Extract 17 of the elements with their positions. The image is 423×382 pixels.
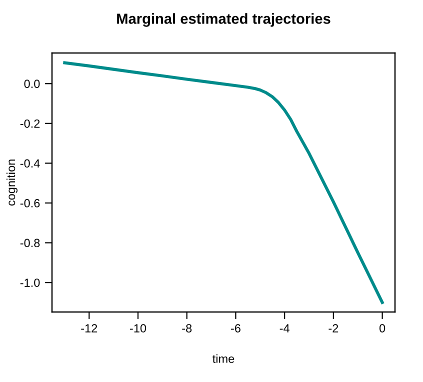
x-axis-title: time [212, 354, 234, 363]
y-tick-label: -1.0 [20, 278, 40, 287]
x-tick-label: -6 [230, 324, 240, 332]
y-tick-label: 0.0 [24, 80, 40, 88]
line-series [63, 61, 384, 304]
x-tick-label: 0 [379, 324, 386, 332]
x-tick-label: -12 [81, 324, 98, 332]
chart-title: Marginal estimated trajectories [117, 13, 330, 27]
y-tick-label: -0.8 [20, 238, 40, 248]
x-tick-label: -8 [182, 324, 192, 332]
x-tick-label: -2 [328, 324, 338, 332]
y-tick-label: -0.6 [20, 199, 40, 208]
y-axis-title: cognition [6, 160, 18, 206]
x-tick-label: -10 [130, 324, 146, 332]
y-tick-label: -0.4 [20, 159, 40, 168]
y-tick-label: -0.2 [20, 119, 40, 128]
x-tick-label: -4 [280, 324, 290, 332]
